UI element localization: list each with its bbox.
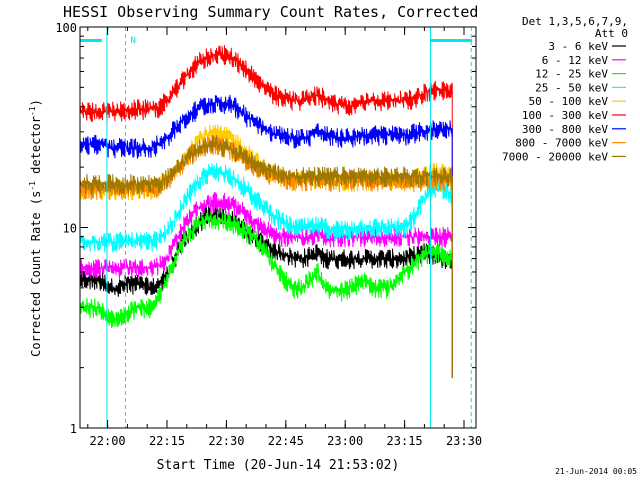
y-tick-label: 10 [63, 222, 77, 236]
legend-label: 800 - 7000 keV [515, 137, 608, 150]
chart-title: HESSI Observing Summary Count Rates, Cor… [63, 3, 478, 21]
x-tick-label: 23:15 [387, 434, 423, 448]
legend-label: 6 - 12 keV [542, 54, 609, 67]
x-tick-label: 22:15 [149, 434, 185, 448]
legend-label: 7000 - 20000 keV [502, 150, 608, 163]
y-tick-label: 1 [70, 422, 77, 436]
series-line [79, 210, 453, 329]
x-tick-label: 23:00 [327, 434, 363, 448]
y-axis-label: Corrected Count Rate (s-1 detector-1) [28, 99, 43, 357]
series-line [79, 135, 453, 196]
x-tick-label: 22:45 [268, 434, 304, 448]
flag-layer: N [80, 27, 473, 428]
y-tick-label: 100 [55, 21, 77, 35]
series-line [79, 94, 453, 159]
series-line [79, 45, 453, 122]
axis-layer: 22:00 22:15 22:30 22:45 23:00 23:15 23:30 1 10 10… [55, 21, 482, 448]
flag-bar [80, 39, 102, 42]
series-line [79, 162, 453, 253]
legend-header: Att 0 [595, 27, 628, 40]
legend-header: Det 1,3,5,6,7,9, [522, 15, 628, 28]
x-tick-label: 23:30 [446, 434, 482, 448]
flag-label: N [131, 36, 136, 46]
x-tick-label: 22:00 [90, 434, 126, 448]
legend-label: 12 - 25 keV [535, 68, 608, 81]
x-tick-label: 22:30 [208, 434, 244, 448]
legend-label: 100 - 300 keV [522, 109, 608, 122]
legend-label: 25 - 50 keV [535, 81, 608, 94]
flag-bar [430, 39, 473, 42]
x-axis-label: Start Time (20-Jun-14 21:53:02) [157, 458, 400, 473]
legend-label: 300 - 800 keV [522, 123, 608, 136]
legend-label: 50 - 100 keV [529, 95, 609, 108]
legend-label: 3 - 6 keV [548, 40, 608, 53]
footer-date: 21-Jun-2014 00:05 [555, 467, 637, 476]
